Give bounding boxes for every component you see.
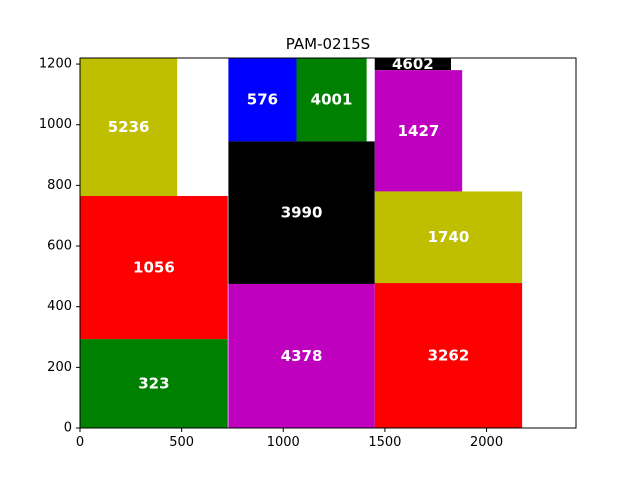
y-tick-label-0: 0 bbox=[64, 421, 72, 436]
rectangle-label-323: 323 bbox=[138, 375, 169, 393]
rectangle-4001 bbox=[296, 58, 367, 142]
rectangle-4602 bbox=[374, 58, 451, 71]
rectangle-labels-layer: 5236 1056 323 576 4001 3990 4378 4602 1427 1740 32… bbox=[108, 55, 470, 393]
rectangle-1740 bbox=[374, 191, 523, 284]
y-tick-label-600: 600 bbox=[47, 239, 72, 254]
y-tick-label-800: 800 bbox=[47, 178, 72, 193]
rectangle-1427 bbox=[374, 70, 463, 192]
rectangle-label-1427: 1427 bbox=[398, 122, 440, 140]
y-tick-label-1000: 1000 bbox=[39, 117, 72, 132]
rectangle-3990 bbox=[228, 141, 375, 284]
x-axis-ticks: 0 500 1000 1500 2000 bbox=[76, 428, 503, 450]
rectangle-label-5236: 5236 bbox=[108, 118, 150, 136]
y-tick-label-400: 400 bbox=[47, 299, 72, 314]
x-tick-label-1000: 1000 bbox=[267, 435, 300, 450]
rectangle-5236 bbox=[80, 58, 178, 196]
x-tick-label-2000: 2000 bbox=[470, 435, 503, 450]
rectangle-label-3262: 3262 bbox=[428, 347, 470, 365]
rectangles-layer bbox=[80, 58, 523, 428]
rectangle-1056 bbox=[80, 195, 228, 340]
y-tick-label-200: 200 bbox=[47, 360, 72, 375]
rectangle-label-1056: 1056 bbox=[133, 259, 175, 277]
rectangle-576 bbox=[228, 58, 297, 142]
x-tick-label-1500: 1500 bbox=[368, 435, 401, 450]
x-tick-label-0: 0 bbox=[76, 435, 84, 450]
y-axis-ticks: 0 200 400 600 800 1000 1200 bbox=[39, 57, 80, 436]
rectangle-label-576: 576 bbox=[247, 91, 278, 109]
rectangle-323 bbox=[80, 339, 228, 428]
plot-frame bbox=[79, 57, 577, 429]
rectangle-label-3990: 3990 bbox=[281, 204, 323, 222]
rectangle-3262 bbox=[374, 283, 523, 428]
rectangle-label-4602: 4602 bbox=[392, 55, 434, 73]
chart-title: PAM-0215S bbox=[286, 35, 370, 53]
x-tick-label-500: 500 bbox=[169, 435, 194, 450]
rectangle-4378 bbox=[228, 283, 375, 428]
rectangle-label-4378: 4378 bbox=[281, 347, 323, 365]
rectangle-label-4001: 4001 bbox=[311, 91, 353, 109]
rectangle-label-1740: 1740 bbox=[428, 228, 470, 246]
y-tick-label-1200: 1200 bbox=[39, 57, 72, 72]
